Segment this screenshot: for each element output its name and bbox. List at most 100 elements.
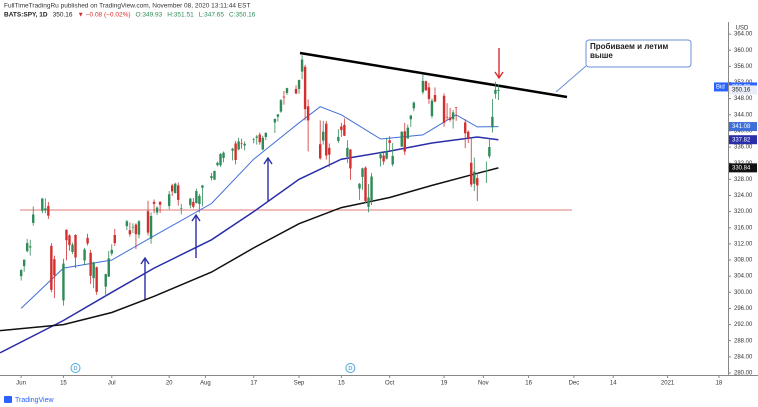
callout-pointer bbox=[555, 65, 587, 93]
candle-body bbox=[231, 148, 234, 151]
quote-text: H:351.51 bbox=[167, 12, 194, 19]
candle-body bbox=[424, 81, 428, 91]
candle-body bbox=[400, 131, 403, 147]
candle-body bbox=[285, 88, 289, 93]
candle-body bbox=[240, 143, 243, 145]
candle-body bbox=[134, 224, 138, 235]
candle-body bbox=[167, 194, 171, 206]
candle-body bbox=[173, 183, 177, 194]
y-tick-label: 364.00 bbox=[734, 32, 753, 38]
candle-body bbox=[328, 147, 331, 155]
candle-body bbox=[385, 151, 388, 159]
y-tick-label: 288.00 bbox=[734, 338, 753, 344]
y-tick-label: 308.00 bbox=[734, 258, 753, 264]
candle-body bbox=[340, 126, 343, 131]
y-tick-label: 360.00 bbox=[734, 48, 753, 54]
candle-body bbox=[463, 122, 467, 134]
candle-body bbox=[219, 153, 222, 166]
x-tick-label: Jun bbox=[16, 381, 26, 387]
candle-body bbox=[406, 127, 410, 139]
y-tick-label: 292.00 bbox=[734, 322, 753, 328]
x-tick-label: 18 bbox=[716, 381, 723, 387]
candle-body bbox=[391, 155, 394, 165]
candle-body bbox=[430, 100, 434, 116]
price-label: 337.82 bbox=[732, 137, 751, 143]
trend-line bbox=[299, 51, 568, 99]
candle-body bbox=[412, 102, 416, 109]
y-tick-label: 280.00 bbox=[734, 371, 753, 377]
candle-body bbox=[322, 131, 325, 141]
candle-body bbox=[264, 132, 268, 137]
candle-body bbox=[427, 87, 431, 100]
candle-body bbox=[243, 143, 246, 146]
y-tick-label: 316.00 bbox=[734, 225, 753, 231]
candle-body bbox=[388, 140, 391, 144]
candle-body bbox=[485, 170, 488, 172]
candle-body bbox=[349, 149, 352, 169]
y-tick-label: 284.00 bbox=[734, 354, 753, 360]
candle-body bbox=[258, 134, 261, 143]
candle-body bbox=[433, 95, 437, 102]
candle-body bbox=[491, 116, 494, 128]
x-tick-label: 20 bbox=[166, 381, 173, 387]
price-tag-bg bbox=[714, 82, 728, 92]
y-tick-label: 296.00 bbox=[734, 306, 753, 312]
x-tick-label: 2021 bbox=[661, 381, 675, 387]
candle-body bbox=[300, 59, 304, 72]
candle-body bbox=[155, 207, 159, 213]
candle-body bbox=[128, 230, 132, 235]
candle-body bbox=[497, 89, 500, 91]
candle-body bbox=[409, 115, 413, 120]
candle-body bbox=[379, 154, 382, 159]
candle-body bbox=[192, 201, 195, 207]
candle-body bbox=[22, 259, 26, 267]
x-tick-label: 16 bbox=[525, 381, 532, 387]
candle-body bbox=[158, 201, 162, 205]
candle-body bbox=[83, 249, 86, 261]
candle-body bbox=[252, 139, 255, 140]
up-arrow bbox=[140, 256, 150, 300]
arrows bbox=[140, 156, 273, 300]
candle-body bbox=[180, 207, 183, 209]
candle-body bbox=[488, 147, 491, 157]
candle-body bbox=[107, 258, 110, 277]
candle-body bbox=[62, 263, 65, 301]
candle-body bbox=[47, 205, 50, 216]
price-label: 330.84 bbox=[732, 165, 751, 171]
candle-body bbox=[177, 185, 180, 200]
candle-body bbox=[476, 178, 479, 186]
candle-body bbox=[71, 244, 74, 252]
candle-body bbox=[50, 245, 53, 290]
quote-text: C:350.16 bbox=[229, 12, 256, 19]
candle-body bbox=[65, 229, 68, 241]
quote-text: ▼ −0.08 (−0.02%) bbox=[77, 12, 130, 19]
event-marker bbox=[345, 363, 356, 373]
x-tick-label: 14 bbox=[610, 381, 617, 387]
quote-text: BATS:SPY, 1D bbox=[4, 12, 48, 19]
x-tick-label: 17 bbox=[250, 381, 257, 387]
logo-icon bbox=[4, 396, 12, 403]
candle-body bbox=[364, 167, 367, 202]
x-tick-label: Jul bbox=[108, 381, 116, 387]
candle-body bbox=[448, 117, 452, 121]
candle-body bbox=[44, 208, 47, 211]
y-tick-label: 300.00 bbox=[734, 290, 753, 296]
candle-body bbox=[306, 106, 310, 121]
candle-body bbox=[346, 147, 349, 157]
candle-body bbox=[276, 114, 280, 117]
candle-body bbox=[125, 221, 129, 227]
x-tick-label: Aug bbox=[200, 381, 211, 387]
candle-body bbox=[146, 211, 150, 233]
price-tag: Bid bbox=[716, 85, 725, 91]
price-label-bg bbox=[729, 85, 757, 95]
footer-logo: TradingView bbox=[4, 396, 54, 404]
up-arrow bbox=[263, 156, 273, 201]
callout: Пробиваем и летим выше bbox=[590, 42, 669, 60]
candle-body bbox=[86, 237, 89, 244]
publisher: FullTimeTradingRu published on TradingVi… bbox=[4, 3, 250, 10]
candle-body bbox=[110, 249, 113, 254]
callout-text: Пробиваем и летим выше bbox=[590, 42, 669, 60]
candle-body bbox=[189, 198, 192, 206]
